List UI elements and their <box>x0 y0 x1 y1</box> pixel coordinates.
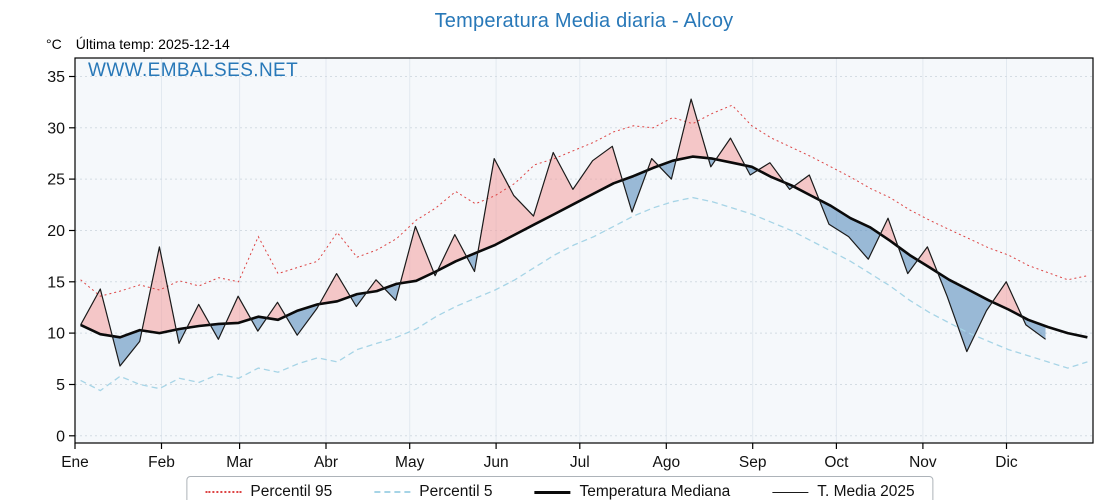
percentil-5-line <box>80 196 1088 392</box>
x-tick-label: Oct <box>824 454 849 471</box>
x-tick-label: Jul <box>570 454 590 471</box>
percentil-95-line <box>80 104 1088 297</box>
legend-label-mediana: Temperatura Mediana <box>579 483 731 500</box>
x-tick-label: Nov <box>909 454 937 471</box>
x-tick-label: Abr <box>314 454 338 471</box>
legend-item-t-media-2025: T. Media 2025 <box>772 483 915 500</box>
mediana-line <box>80 155 1088 339</box>
x-tick-label: Ago <box>653 454 681 471</box>
watermark-text: WWW.EMBALSES.NET <box>88 60 299 81</box>
legend-item-percentil-95: Percentil 95 <box>205 483 332 500</box>
legend: Percentil 95 Percentil 5 Temperatura Med… <box>186 476 934 500</box>
y-tick-label: 5 <box>56 377 65 394</box>
percentil-5-line-icon <box>374 491 411 493</box>
x-tick-label: May <box>395 454 425 471</box>
x-tick-label: Ene <box>61 454 89 471</box>
legend-label-percentil-95: Percentil 95 <box>250 483 333 500</box>
x-tick-label: Dic <box>995 454 1018 471</box>
y-tick-label: 10 <box>47 326 65 343</box>
y-tick-label: 0 <box>56 428 65 445</box>
last-temp-label: Última temp: 2025-12-14 <box>75 36 230 52</box>
y-tick-label: 35 <box>47 69 65 86</box>
y-tick-label: 30 <box>47 120 65 137</box>
plot-background <box>75 58 1093 443</box>
y-axis-units-label: °C <box>46 36 62 52</box>
chart-title: Temperatura Media diaria - Alcoy <box>434 10 734 32</box>
y-tick-label: 15 <box>47 274 65 291</box>
legend-item-mediana: Temperatura Mediana <box>534 483 730 500</box>
x-tick-label: Mar <box>226 454 253 471</box>
x-tick-label: Jun <box>484 454 509 471</box>
legend-label-t-media-2025: T. Media 2025 <box>817 483 915 500</box>
x-tick-label: Feb <box>148 454 175 471</box>
t-media-2025-line-icon <box>772 491 809 493</box>
y-tick-label: 25 <box>47 172 65 189</box>
fill-below-median <box>80 156 1046 366</box>
percentil-95-line-icon <box>205 491 242 493</box>
subtitle-row: °C Última temp: 2025-12-14 <box>46 36 230 52</box>
legend-label-percentil-5: Percentil 5 <box>419 483 493 500</box>
y-tick-label: 20 <box>47 223 65 240</box>
legend-item-percentil-5: Percentil 5 <box>374 483 492 500</box>
axis-frame <box>74 57 1094 444</box>
t-media-2025-line <box>80 98 1046 367</box>
x-tick-label: Sep <box>739 454 767 471</box>
mediana-line-icon <box>534 490 571 494</box>
